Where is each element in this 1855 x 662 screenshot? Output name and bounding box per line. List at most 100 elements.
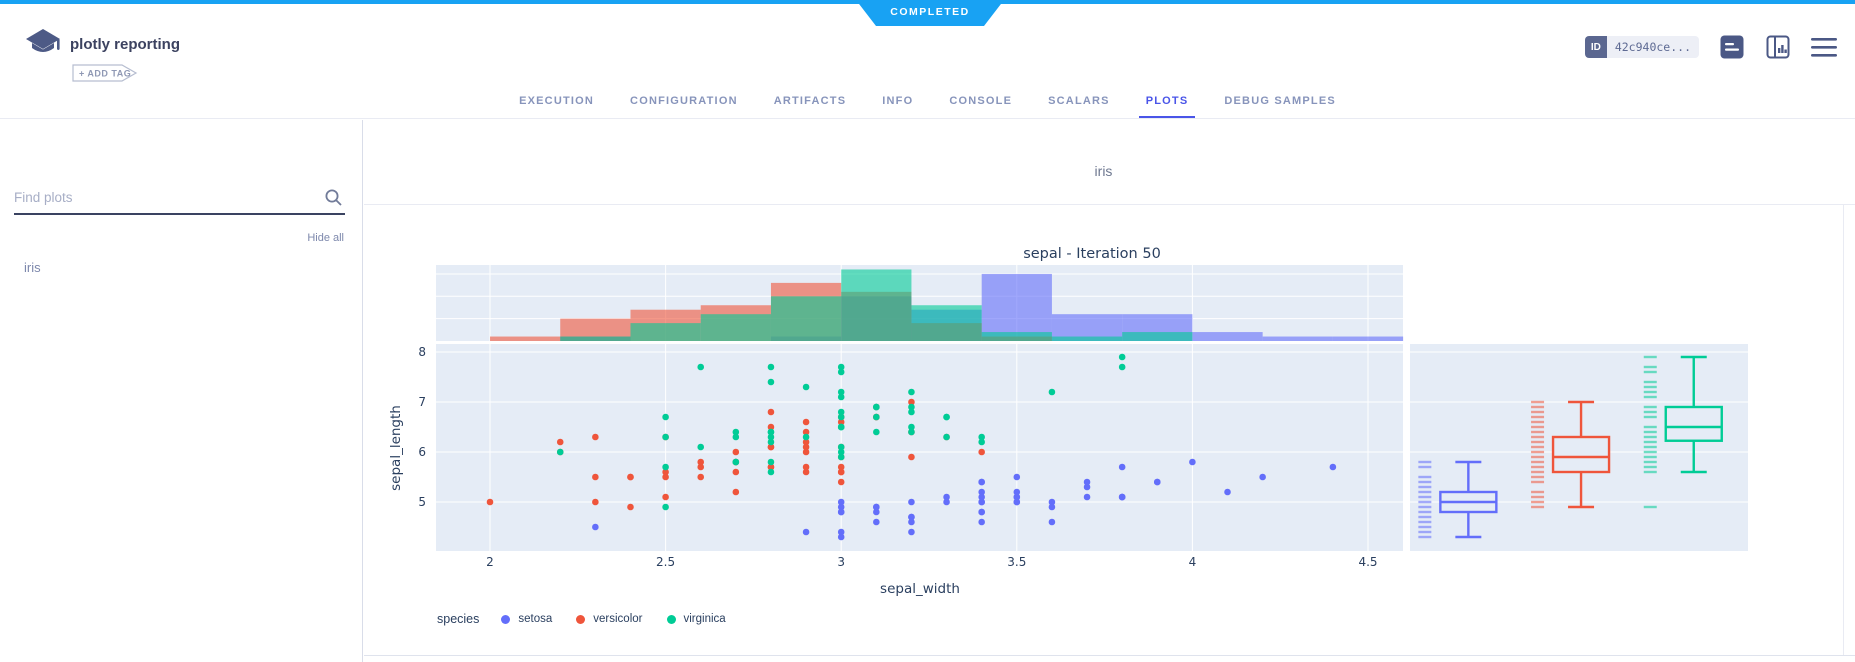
split-view-chart-icon[interactable]: [1765, 34, 1791, 60]
point-virginica: [978, 438, 985, 446]
status-badge: COMPLETED: [856, 0, 1004, 26]
point-setosa: [1013, 473, 1021, 481]
point-virginica: [732, 428, 740, 436]
y-tick-label: 5: [418, 495, 426, 509]
box-virginica: [1664, 405, 1723, 442]
point-versicolor: [837, 463, 845, 471]
rug-virginica: [1643, 425, 1657, 429]
point-versicolor: [767, 408, 775, 416]
y-tick-label: 7: [418, 395, 426, 409]
rug-virginica: [1643, 385, 1657, 389]
point-virginica: [697, 363, 705, 371]
rug-virginica: [1643, 470, 1657, 474]
rug-versicolor: [1531, 480, 1545, 484]
tab-debug-samples[interactable]: DEBUG SAMPLES: [1224, 95, 1336, 107]
plot-list-item-iris[interactable]: iris: [24, 260, 41, 275]
x-tick-label: 2: [486, 555, 494, 569]
hist-bar-setosa: [1262, 336, 1333, 341]
point-virginica: [1118, 363, 1126, 371]
rug-virginica: [1643, 405, 1657, 409]
point-versicolor: [732, 448, 740, 456]
point-virginica: [837, 393, 845, 401]
point-versicolor: [802, 468, 810, 476]
point-virginica: [802, 383, 810, 391]
tab-bar: EXECUTION CONFIGURATION ARTIFACTS INFO CONSO…: [0, 86, 1855, 119]
tab-console[interactable]: CONSOLE: [949, 95, 1013, 107]
versicolor-color-dot: [576, 614, 586, 624]
tab-configuration[interactable]: CONFIGURATION: [630, 95, 738, 107]
point-virginica: [767, 428, 775, 436]
rug-virginica: [1643, 440, 1657, 444]
point-virginica: [1048, 388, 1056, 396]
point-setosa: [1118, 463, 1126, 471]
point-setosa: [1329, 463, 1337, 471]
point-virginica: [697, 443, 705, 451]
rug-versicolor: [1531, 495, 1545, 499]
rug-versicolor: [1531, 405, 1545, 409]
point-virginica: [767, 458, 775, 466]
point-setosa: [1259, 473, 1266, 481]
rug-versicolor: [1531, 400, 1545, 404]
rug-virginica: [1643, 390, 1657, 394]
point-virginica: [943, 413, 950, 421]
x-tick-label: 4.5: [1358, 555, 1377, 569]
point-versicolor: [662, 493, 669, 501]
tab-info[interactable]: INFO: [882, 95, 914, 107]
point-versicolor: [908, 398, 915, 406]
point-setosa: [837, 498, 845, 506]
point-setosa: [978, 508, 985, 516]
search-input[interactable]: [14, 186, 345, 215]
plot-legend: species setosa versicolor virginica: [437, 612, 750, 626]
point-setosa: [978, 478, 985, 486]
point-setosa: [837, 508, 845, 516]
tab-artifacts[interactable]: ARTIFACTS: [773, 95, 847, 107]
point-virginica: [908, 408, 915, 416]
point-setosa: [1083, 478, 1091, 486]
id-value[interactable]: 42c940ce...: [1606, 36, 1699, 58]
point-versicolor: [978, 448, 985, 456]
rug-versicolor: [1531, 455, 1545, 459]
rug-virginica: [1643, 505, 1657, 509]
y-axis-title: sepal_length: [388, 405, 404, 491]
point-setosa: [873, 518, 880, 526]
console-output-icon[interactable]: [1719, 34, 1745, 60]
point-virginica: [767, 468, 775, 476]
tab-scalars[interactable]: SCALARS: [1048, 95, 1110, 107]
point-versicolor: [662, 473, 669, 481]
legend-item-versicolor[interactable]: versicolor: [576, 613, 643, 625]
hide-all-link[interactable]: Hide all: [307, 232, 344, 244]
point-virginica: [943, 433, 950, 441]
search-icon[interactable]: [324, 188, 343, 212]
tab-execution[interactable]: EXECUTION: [519, 95, 595, 107]
rug-setosa: [1418, 520, 1432, 524]
rug-setosa: [1418, 505, 1432, 509]
point-setosa: [1013, 493, 1021, 501]
legend-title: species: [437, 612, 480, 626]
point-versicolor: [802, 438, 810, 446]
hist-bar-virginica: [981, 332, 1052, 341]
experiment-id-badge[interactable]: ID 42c940ce...: [1584, 36, 1699, 58]
legend-label: versicolor: [593, 613, 643, 625]
rug-setosa: [1418, 480, 1432, 484]
point-virginica: [837, 368, 845, 376]
setosa-color-dot: [501, 614, 511, 624]
hist-bar-virginica: [630, 323, 701, 341]
rug-setosa: [1418, 460, 1432, 464]
menu-icon[interactable]: [1811, 34, 1837, 60]
point-setosa: [1118, 493, 1126, 501]
tab-plots[interactable]: PLOTS: [1138, 86, 1196, 118]
rug-setosa: [1418, 535, 1432, 539]
hist-bar-versicolor: [560, 318, 631, 341]
point-setosa: [908, 498, 915, 506]
rug-setosa: [1418, 525, 1432, 529]
rug-setosa: [1418, 495, 1432, 499]
rug-virginica: [1643, 435, 1657, 439]
point-virginica: [837, 453, 845, 461]
legend-item-setosa[interactable]: setosa: [501, 613, 552, 625]
hist-bar-setosa: [1332, 336, 1404, 341]
legend-item-virginica[interactable]: virginica: [666, 613, 726, 625]
add-tag-button[interactable]: + ADD TAG: [72, 64, 138, 82]
hist-bar-virginica: [770, 296, 842, 341]
